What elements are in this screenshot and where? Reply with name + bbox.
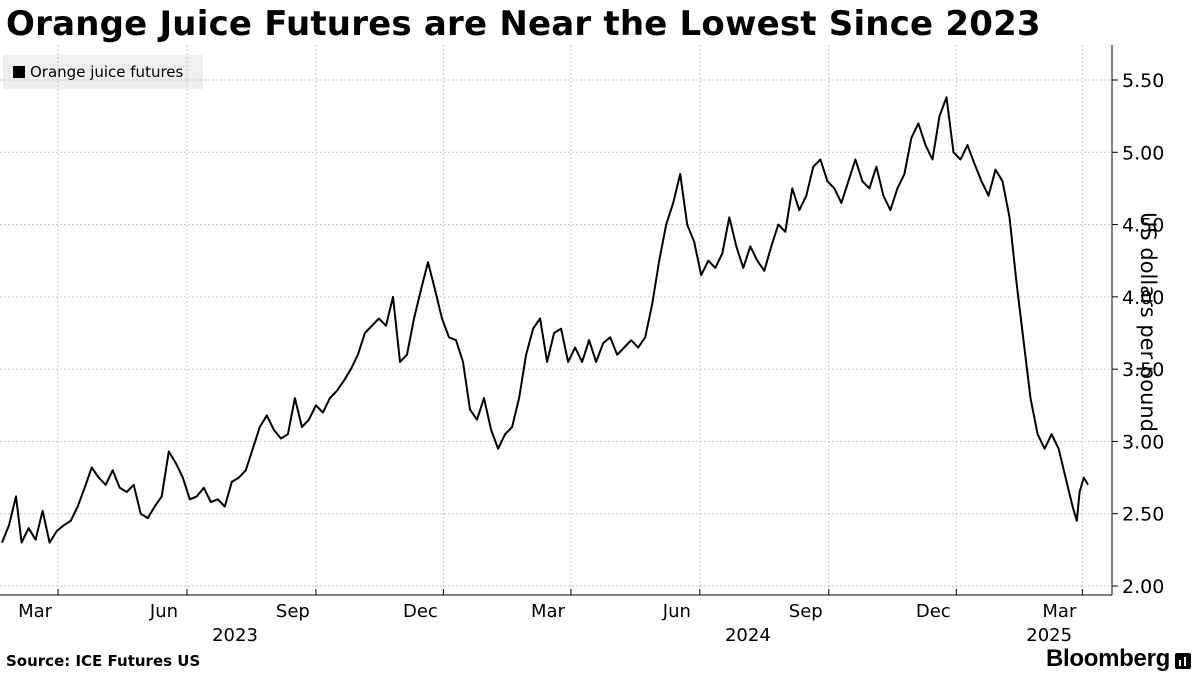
y-tick-label: 5.50 (1122, 70, 1164, 92)
brand-logo: Bloomberg (1046, 645, 1191, 673)
y-axis: 5.50 5.00 4.50 4.00 3.50 3.00 2.50 2.00 (1111, 45, 1164, 598)
x-year-label: 2025 (1026, 625, 1072, 646)
y-tick-label: 2.50 (1122, 504, 1164, 526)
y-tick-label: 4.50 (1122, 215, 1164, 237)
y-tick-label: 2.00 (1122, 576, 1164, 598)
bar-chart-icon (1174, 653, 1191, 669)
x-tick-label: Sep (276, 601, 310, 622)
legend: Orange juice futures (3, 55, 203, 89)
x-tick-label: Mar (1042, 601, 1077, 622)
chart-title: Orange Juice Futures are Near the Lowest… (6, 4, 1041, 44)
x-tick-label: Mar (531, 601, 566, 622)
x-year-label: 2024 (725, 625, 771, 646)
brand-name: Bloomberg (1046, 645, 1170, 672)
legend-swatch (13, 66, 25, 78)
source-note: Source: ICE Futures US (6, 652, 201, 670)
y-tick-label: 5.00 (1122, 142, 1164, 164)
y-tick-label: 4.00 (1122, 287, 1164, 309)
x-tick-label: Dec (916, 601, 951, 622)
x-tick-label: Dec (403, 601, 438, 622)
x-tick-label: Mar (18, 601, 53, 622)
x-axis: Mar Jun Sep Dec Mar Jun Sep Dec Mar 2023 2024 2025 (0, 589, 1112, 646)
y-axis-title: US dollars per pound (1136, 211, 1160, 433)
legend-label: Orange juice futures (30, 63, 184, 81)
grid-lines (0, 45, 1112, 595)
x-tick-label: Jun (149, 601, 178, 622)
x-tick-label: Jun (662, 601, 691, 622)
y-tick-label: 3.00 (1122, 431, 1164, 453)
x-year-label: 2023 (212, 625, 258, 646)
plot-area (1, 96, 1089, 544)
series-line-orange-juice-futures (1, 96, 1089, 544)
y-tick-label: 3.50 (1122, 359, 1164, 381)
x-tick-label: Sep (789, 601, 823, 622)
